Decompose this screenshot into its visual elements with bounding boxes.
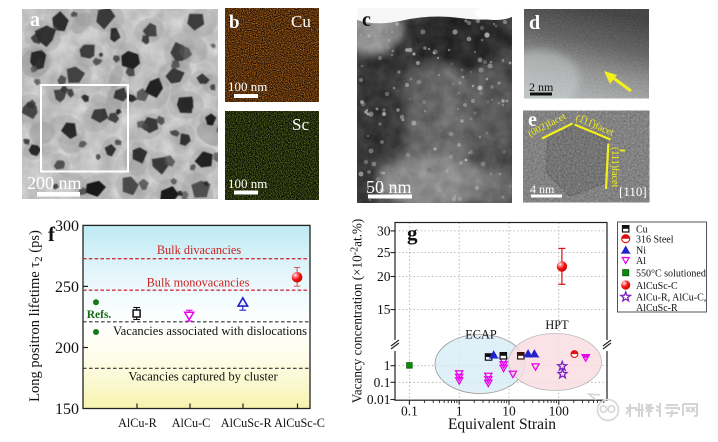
svg-text:Vacancies associated with disl: Vacancies associated with dislocations xyxy=(113,324,307,338)
svg-text:0.1: 0.1 xyxy=(374,375,391,390)
svg-text:Cu: Cu xyxy=(291,12,311,31)
svg-text:b: b xyxy=(229,12,240,33)
svg-text:550°C solutioned: 550°C solutioned xyxy=(636,269,706,280)
svg-text:[110]: [110] xyxy=(619,184,647,199)
svg-text:0.01: 0.01 xyxy=(367,392,391,407)
svg-text:200 nm: 200 nm xyxy=(27,173,82,193)
svg-text:e: e xyxy=(528,109,537,131)
svg-text:30: 30 xyxy=(377,223,391,238)
svg-text:Vacancies captured by cluster: Vacancies captured by cluster xyxy=(128,370,278,384)
svg-text:25: 25 xyxy=(377,245,391,260)
svg-text:200: 200 xyxy=(55,340,79,357)
svg-text:Bulk divacancies: Bulk divacancies xyxy=(157,243,242,257)
svg-text:d: d xyxy=(529,12,540,34)
svg-text:0.1: 0.1 xyxy=(401,404,418,419)
svg-text:100 nm: 100 nm xyxy=(228,176,267,191)
svg-text:AlCuSc-C: AlCuSc-C xyxy=(274,416,325,430)
svg-text:2 nm: 2 nm xyxy=(529,80,554,94)
svg-text:(111)facet: (111)facet xyxy=(609,147,620,188)
svg-text:150: 150 xyxy=(55,401,79,418)
svg-text:10: 10 xyxy=(502,404,516,419)
svg-text:20: 20 xyxy=(377,269,391,284)
svg-text:316 Steel: 316 Steel xyxy=(636,235,674,246)
svg-text:1: 1 xyxy=(384,358,391,373)
svg-text:300: 300 xyxy=(55,218,79,235)
svg-text:HPT: HPT xyxy=(545,318,569,332)
svg-text:1: 1 xyxy=(456,404,463,419)
svg-text:Ni: Ni xyxy=(636,246,646,257)
svg-text:a: a xyxy=(30,9,40,31)
svg-text:AlCu-C: AlCu-C xyxy=(172,416,211,430)
svg-text:100 nm: 100 nm xyxy=(228,79,267,94)
svg-text:Sc: Sc xyxy=(292,115,309,134)
svg-text:15: 15 xyxy=(377,302,391,317)
svg-text:Al: Al xyxy=(636,256,646,267)
svg-text:AlCu-R: AlCu-R xyxy=(118,416,157,430)
svg-text:f: f xyxy=(48,222,56,246)
svg-text:250: 250 xyxy=(55,279,79,296)
svg-text:Vacancy concentration (×10-2at: Vacancy concentration (×10-2at.%) xyxy=(350,219,365,404)
svg-text:AlCuSc-C: AlCuSc-C xyxy=(636,281,678,292)
svg-text:AlCuSc-R: AlCuSc-R xyxy=(636,303,678,314)
svg-text:g: g xyxy=(407,221,418,245)
svg-text:Long positron lifetime τ2 (ps): Long positron lifetime τ2 (ps) xyxy=(27,230,45,402)
svg-text:Equivalent Strain: Equivalent Strain xyxy=(448,416,556,433)
svg-text:Cu: Cu xyxy=(636,225,648,236)
svg-text:AlCu-R, AlCu-C,: AlCu-R, AlCu-C, xyxy=(636,293,706,304)
svg-text:c: c xyxy=(362,9,371,31)
svg-text:Bulk monovacancies: Bulk monovacancies xyxy=(147,276,250,290)
svg-text:50 nm: 50 nm xyxy=(366,177,412,197)
svg-text:AlCuSc-R: AlCuSc-R xyxy=(221,416,273,430)
svg-text:ECAP: ECAP xyxy=(465,328,497,342)
svg-text:4 nm: 4 nm xyxy=(530,182,555,196)
svg-text:100: 100 xyxy=(549,404,570,419)
svg-text:Refs.: Refs. xyxy=(87,309,112,321)
